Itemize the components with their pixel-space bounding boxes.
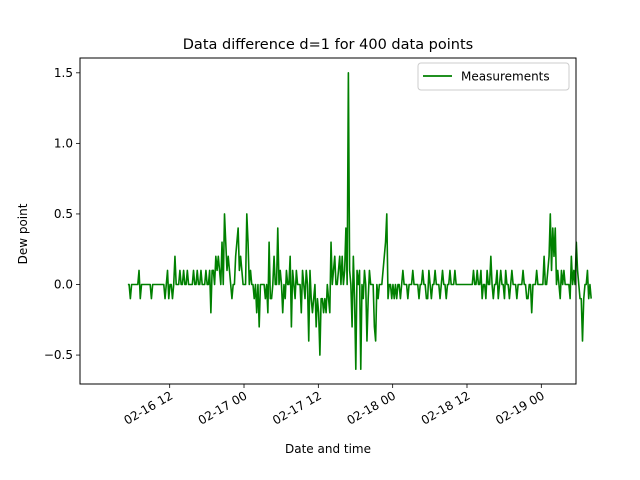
plot-area: [79, 57, 592, 385]
legend-box: [417, 62, 570, 91]
y-axis: 1.5 1.0 0.5 0.0 −0.5: [44, 66, 80, 362]
series-line-measurements: [127, 72, 592, 370]
y-tick-label: 1.5: [54, 66, 73, 80]
chart-title: Data difference d=1 for 400 data points: [183, 37, 473, 53]
y-axis-label: Dew point: [16, 203, 30, 264]
y-tick-label: 1.0: [54, 136, 73, 150]
x-axis-label: Date and time: [285, 442, 371, 456]
y-tick-label: −0.5: [44, 348, 73, 362]
plot-frame: [79, 57, 577, 385]
y-tick-label: 0.5: [54, 207, 73, 221]
legend-label-measurements: Measurements: [461, 70, 550, 84]
y-tick-label: 0.0: [54, 278, 73, 292]
legend: Measurements: [417, 62, 570, 91]
